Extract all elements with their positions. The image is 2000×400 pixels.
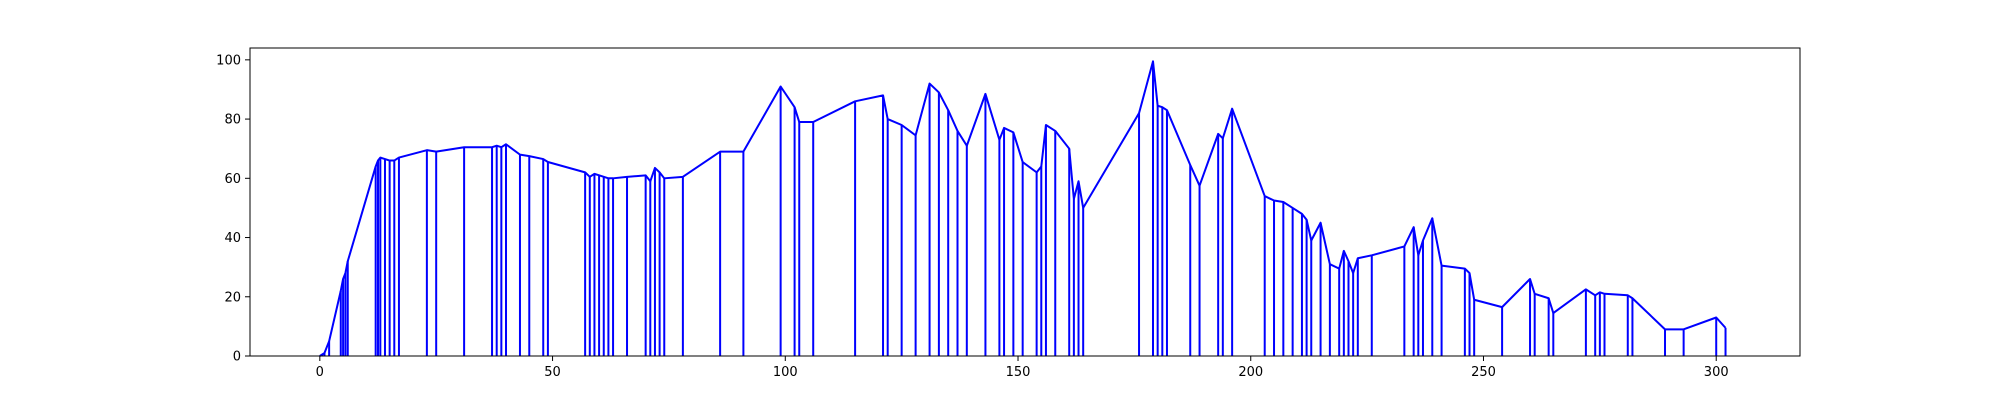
y-tick-label: 40 (224, 231, 241, 246)
y-tick-label: 0 (233, 350, 241, 365)
x-tick-label: 100 (773, 365, 798, 380)
x-tick-label: 0 (316, 365, 324, 380)
x-tick-label: 300 (1704, 365, 1729, 380)
x-axis: 0 50 100 150 200 250 300 (316, 356, 1729, 380)
y-tick-label: 100 (216, 53, 241, 68)
y-tick-label: 60 (224, 172, 241, 187)
x-tick-label: 150 (1006, 365, 1031, 380)
y-tick-label: 20 (224, 290, 241, 305)
x-tick-label: 50 (544, 365, 561, 380)
y-tick-label: 80 (224, 113, 241, 128)
x-tick-label: 200 (1238, 365, 1263, 380)
y-axis: 0 20 40 60 80 100 (216, 53, 250, 365)
x-tick-label: 250 (1471, 365, 1496, 380)
series-line (319, 60, 1727, 357)
series-layer (319, 60, 1727, 357)
plot-area-frame (249, 47, 1801, 357)
